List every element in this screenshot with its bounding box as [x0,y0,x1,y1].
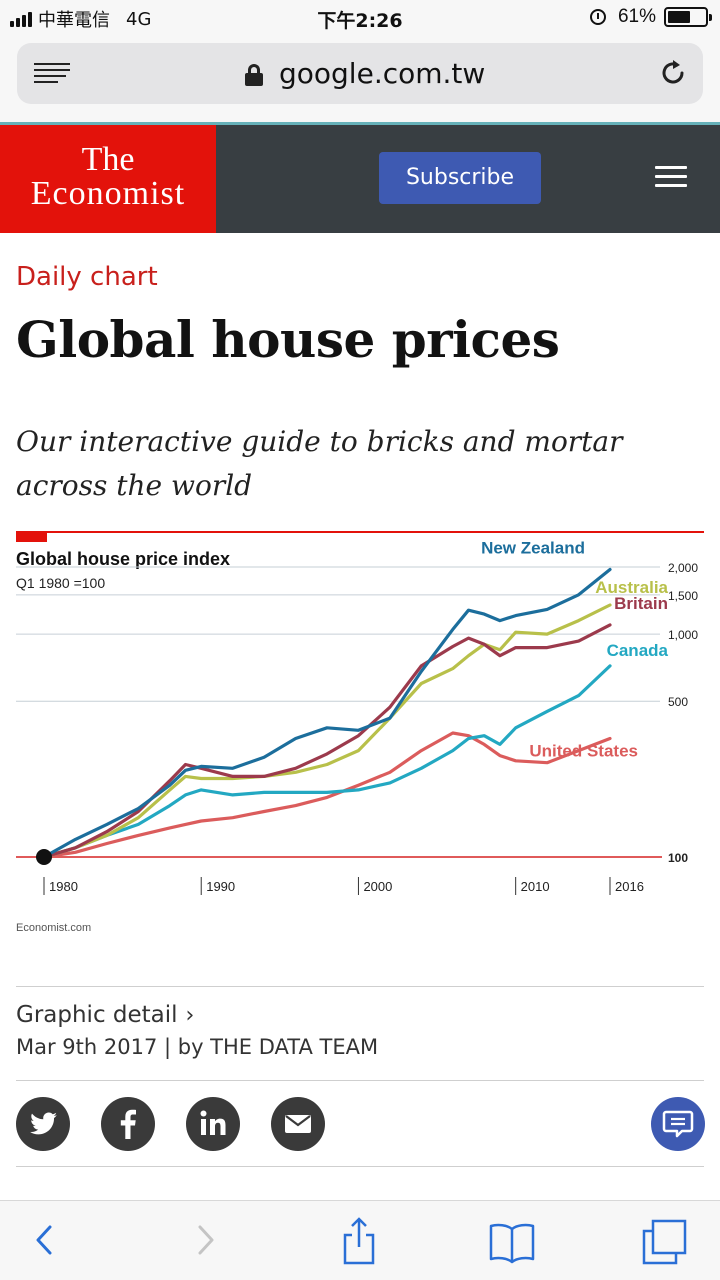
bookmarks-icon [489,1223,535,1264]
browser-toolbar [0,1200,720,1280]
article-subhead: Our interactive guide to bricks and mort… [16,425,623,502]
series-label: United States [529,742,638,761]
lock-icon [245,64,263,86]
chart-plot: 100 500 1,000 1,500 2,000 1980 1990 2000 2010 201… [16,538,698,895]
subscribe-button[interactable]: Subscribe [379,152,541,204]
site-header: The Economist Subscribe [0,125,720,233]
series-label: Britain [614,594,668,613]
chevron-right-icon: › [185,1003,195,1028]
url-text[interactable]: google.com.tw [279,57,486,90]
facebook-icon [120,1109,136,1139]
y-tick-label: 1,000 [668,628,698,642]
bookmarks-button[interactable] [487,1213,537,1267]
chart-title: Global house price index [16,549,231,569]
hamburger-menu-icon[interactable] [655,166,687,188]
series-line [42,603,612,859]
y-tick-label: 100 [668,851,688,865]
series-label: New Zealand [481,538,585,557]
y-tick-label: 2,000 [668,561,698,575]
twitter-icon [30,1112,57,1135]
chart-source: Economist.com [16,922,92,934]
section-link[interactable]: Graphic detail › [16,1002,194,1028]
address-bar[interactable]: google.com.tw [17,43,703,104]
section-label: Graphic detail [16,1002,178,1028]
network-type: 4G [126,8,152,30]
chart-rule-tag [16,533,47,542]
battery-icon [664,7,712,27]
twitter-share-button[interactable] [16,1097,70,1151]
facebook-share-button[interactable] [101,1097,155,1151]
signal-icon [10,11,32,27]
logo-line-2: Economist [30,175,186,212]
browser-chrome: google.com.tw [0,38,720,122]
back-icon [36,1225,52,1255]
tabs-button[interactable] [640,1213,690,1267]
series-line [42,731,612,859]
start-marker [36,849,52,865]
comments-button[interactable] [651,1097,705,1151]
reader-icon[interactable] [34,63,70,85]
x-tick-label: 2016 [615,879,644,894]
forward-icon [198,1225,214,1255]
status-bar: 中華電信 4G 下午2:26 61% [0,0,720,38]
status-time: 下午2:26 [317,10,403,32]
alarm-icon [589,9,606,25]
battery-percent: 61% [617,6,656,27]
divider-top [16,986,704,987]
x-tick-label: 1980 [49,879,78,894]
chart-top-rule [16,531,704,533]
status-right: 61% [589,6,712,28]
divider-middle [16,1080,704,1081]
series-line [42,664,612,859]
x-tick-label: 1990 [206,879,235,894]
y-tick-label: 500 [668,695,688,709]
tabs-icon [642,1219,687,1265]
carrier-name: 中華電信 [38,10,110,31]
article-kicker[interactable]: Daily chart [16,262,158,292]
series-line [42,567,612,859]
linkedin-icon [200,1110,226,1135]
y-tick-label: 1,500 [668,589,698,603]
logo-line-1: The [81,141,135,178]
series-label: Australia [595,578,668,597]
battery-fill [668,11,690,23]
divider-bottom [16,1166,704,1167]
article-byline: Mar 9th 2017 | by THE DATA TEAM [16,1035,379,1059]
x-tick-label: 2010 [521,879,550,894]
back-button[interactable] [20,1213,70,1267]
email-icon [285,1115,311,1133]
series-label: Canada [607,641,669,660]
economist-logo[interactable]: The Economist [0,125,216,233]
article-headline: Global house prices [16,310,560,369]
share-icon [343,1217,375,1265]
reload-icon[interactable] [659,59,687,87]
header-divider [0,122,720,125]
forward-button[interactable] [180,1213,230,1267]
comment-icon [662,1110,694,1138]
share-button[interactable] [334,1213,384,1267]
x-tick-label: 2000 [363,879,392,894]
chart-subtitle: Q1 1980 =100 [16,575,106,591]
status-left: 中華電信 4G [10,6,167,32]
linkedin-share-button[interactable] [186,1097,240,1151]
house-price-chart: Global house price index Q1 1980 =100 10… [0,525,720,945]
email-share-button[interactable] [271,1097,325,1151]
